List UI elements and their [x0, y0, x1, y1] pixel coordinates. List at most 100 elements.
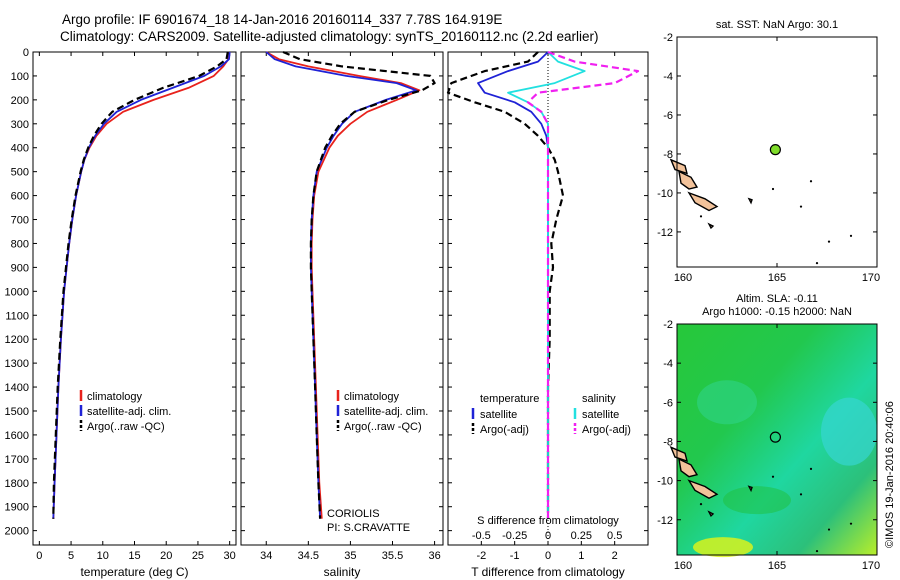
island-shape	[687, 479, 719, 499]
y-tick-label: 300	[11, 119, 29, 131]
y-tick-label: 800	[11, 238, 29, 250]
x-tick-label: 35	[344, 550, 356, 562]
y-tick-label: 1200	[5, 334, 29, 346]
y-tick-label: 1000	[5, 286, 29, 298]
x-tick-label: -1	[510, 550, 520, 562]
y-tick-label: -8	[663, 149, 673, 161]
y-tick-label: -10	[657, 188, 673, 200]
island-shape	[669, 158, 688, 175]
y-tick-label: -12	[657, 227, 673, 239]
island-shape	[669, 445, 688, 463]
y-tick-label: 1600	[5, 430, 29, 442]
sla-patch	[723, 486, 791, 515]
y-tick-label: -8	[663, 436, 673, 448]
x-tick-label: 5	[68, 550, 74, 562]
x-tick-label: 2	[612, 550, 618, 562]
y-tick-label: 500	[11, 167, 29, 179]
series-line-argo-raw-qc-	[282, 50, 436, 519]
x2-axis-label: S difference from climatology	[477, 515, 619, 527]
series-line-argo-adj-	[526, 50, 640, 519]
y-tick-label: 200	[11, 95, 29, 107]
y-tick-label: -4	[663, 358, 673, 370]
series-line-satellite	[477, 51, 549, 519]
coast-dot	[809, 180, 813, 183]
y-tick-label: 1500	[5, 406, 29, 418]
x-tick-label: 170	[862, 560, 880, 572]
panel-differences: -2 -1 0 1 2 T difference from climatology temp…	[446, 50, 649, 579]
legend-label: Argo(-adj)	[480, 424, 529, 436]
map-sla_map: -2 -4 -6 -8 -10 -12 160 165 170 Altim. SLA: -0.11…	[657, 293, 880, 572]
y-tick-label: 1100	[5, 310, 29, 322]
y-tick-label: -6	[663, 397, 673, 409]
sla-high-patch	[821, 397, 877, 466]
y-tick-label: 400	[11, 143, 29, 155]
y-tick-label: 900	[11, 262, 29, 274]
chart-title-line2: Climatology: CARS2009. Satellite-adjuste…	[60, 29, 599, 44]
y-tick-label: 1800	[5, 478, 29, 490]
argo-float-marker	[769, 144, 781, 156]
y-tick-label: -12	[657, 515, 673, 527]
x-tick-label: 25	[192, 550, 204, 562]
map-title-line2: Argo h1000: -0.15 h2000: NaN	[702, 306, 852, 318]
plot-frame	[240, 51, 444, 546]
series-line-satellite-adj-clim-	[52, 51, 231, 519]
coast-dot	[815, 262, 819, 265]
y-tick-label: 700	[11, 215, 29, 227]
x-axis-label: T difference from climatology	[471, 565, 625, 579]
coast-dot	[699, 215, 703, 218]
y-tick-label: 0	[23, 47, 29, 59]
x-tick-label: 35.5	[382, 550, 403, 562]
legend-label: satellite-adj. clim.	[344, 406, 428, 418]
chart-title-line1: Argo profile: IF 6901674_18 14-Jan-2016 …	[62, 12, 503, 27]
y-tick-label: 1900	[5, 502, 29, 514]
x2-tick-label: 0.25	[571, 530, 592, 542]
x-tick-label: 170	[862, 272, 880, 284]
coast-dot	[771, 187, 775, 191]
x-tick-label: 34	[260, 550, 272, 562]
map-sst_map: -2 -4 -6 -8 -10 -12 160 165 170 sat. SST: NaN Arg…	[657, 19, 880, 284]
coast-dot	[815, 549, 819, 553]
legend-label: satellite	[582, 409, 619, 421]
y-tick-label: 1700	[5, 454, 29, 466]
panel-temperature: 0100200300400500600700800900100011001200…	[5, 47, 237, 579]
x-tick-label: 165	[768, 560, 786, 572]
argo-float-marker	[769, 431, 781, 443]
annotation-pi: PI: S.CRAVATTE	[327, 522, 410, 534]
legend-label: climatology	[344, 391, 400, 403]
sla-high-patch	[697, 380, 757, 425]
island-shape	[747, 197, 753, 205]
coast-dot	[771, 475, 775, 478]
x-tick-label: 0	[545, 550, 551, 562]
y-tick-label: 600	[11, 191, 29, 203]
x-tick-label: 0	[36, 550, 42, 562]
x2-tick-label: 0	[545, 530, 551, 542]
legend-group-title: temperature	[480, 393, 539, 405]
annotation-center: CORIOLIS	[327, 508, 380, 520]
x-tick-label: 34.5	[298, 550, 319, 562]
y-tick-label: -10	[657, 476, 673, 488]
legend-group-title: salinity	[582, 393, 616, 405]
series-line-climatology	[52, 51, 231, 519]
y-tick-label: 100	[11, 71, 29, 83]
island-shape	[707, 510, 715, 517]
legend-label: Argo(..raw -QC)	[344, 421, 422, 433]
island-shape	[678, 170, 699, 190]
sla-low-patch	[693, 537, 753, 558]
y-tick-label: -4	[663, 71, 673, 83]
x-tick-label: 10	[97, 550, 109, 562]
coast-dot	[799, 205, 803, 208]
x-tick-label: 15	[128, 550, 140, 562]
x2-tick-label: -0.25	[502, 530, 527, 542]
x-tick-label: 160	[674, 272, 692, 284]
y-tick-label: -2	[663, 32, 673, 44]
island-shape	[687, 191, 719, 212]
x-tick-label: 36	[428, 550, 440, 562]
island-shape	[678, 457, 699, 478]
x-axis-label: temperature (deg C)	[80, 565, 188, 579]
island-shape	[747, 485, 753, 493]
x-tick-label: 165	[768, 272, 786, 284]
legend-label: satellite-adj. clim.	[87, 406, 171, 418]
x-tick-label: -2	[476, 550, 486, 562]
y-tick-label: 2000	[5, 526, 29, 538]
